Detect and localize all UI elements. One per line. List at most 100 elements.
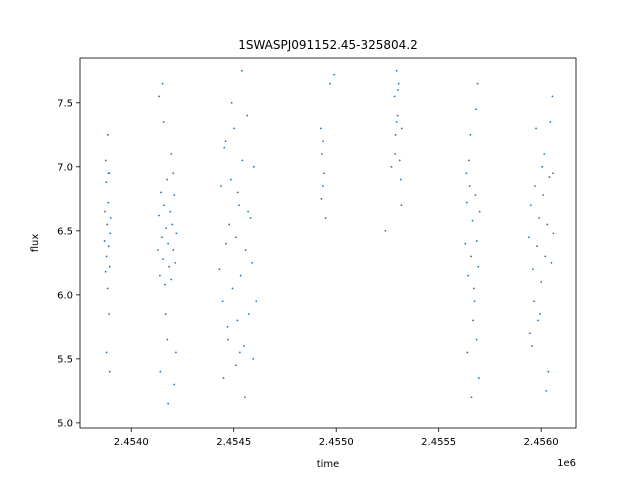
- data-point: [236, 319, 239, 322]
- y-axis-label: flux: [30, 234, 41, 253]
- data-point: [539, 313, 542, 315]
- x-tick-label: 2.4545: [216, 437, 251, 448]
- data-point: [227, 338, 229, 341]
- data-point: [319, 127, 322, 130]
- data-point: [104, 210, 106, 213]
- data-point: [548, 176, 551, 178]
- data-point: [552, 232, 555, 235]
- data-point: [167, 242, 170, 245]
- data-point: [249, 217, 252, 219]
- data-point: [244, 396, 246, 399]
- plot-frame: [79, 57, 577, 429]
- data-point: [474, 194, 477, 196]
- data-point: [170, 153, 173, 155]
- data-point: [108, 313, 110, 315]
- data-point: [164, 313, 167, 315]
- data-point: [321, 185, 324, 187]
- data-point: [225, 242, 227, 245]
- data-point: [540, 281, 543, 283]
- x-axis: 2.4540 2.4545 2.4550 2.4555 2.4560: [114, 428, 559, 448]
- data-point: [105, 255, 108, 258]
- y-tick-label: 6.5: [57, 226, 73, 237]
- data-point: [108, 370, 111, 373]
- data-point: [538, 217, 541, 219]
- data-point: [247, 210, 249, 213]
- data-points: [103, 69, 555, 405]
- data-point: [108, 265, 111, 268]
- data-point: [475, 240, 478, 242]
- data-point: [222, 377, 225, 379]
- data-point: [531, 345, 533, 347]
- data-point: [174, 261, 177, 264]
- data-point: [530, 204, 532, 207]
- data-point: [168, 265, 171, 268]
- data-point: [322, 140, 324, 143]
- data-point: [320, 197, 323, 200]
- data-point: [158, 95, 161, 98]
- data-point: [528, 332, 531, 335]
- data-point: [224, 140, 227, 143]
- data-point: [104, 159, 107, 162]
- chart-title: 1SWASPJ091152.45-325804.2: [238, 38, 418, 52]
- data-point: [167, 402, 170, 405]
- data-point: [397, 89, 399, 91]
- data-point: [324, 217, 327, 219]
- data-point: [161, 236, 163, 239]
- y-tick-label: 5.0: [57, 418, 73, 429]
- x-tick-label: 2.4560: [524, 437, 559, 448]
- data-point: [396, 114, 399, 117]
- data-point: [546, 223, 549, 226]
- x-axis-offset-label: 1e6: [557, 458, 576, 469]
- data-point: [537, 319, 539, 322]
- data-point: [164, 283, 166, 286]
- data-point: [162, 121, 165, 123]
- data-point: [104, 270, 107, 273]
- data-point: [160, 191, 162, 194]
- data-point: [166, 338, 169, 341]
- data-point: [320, 153, 323, 155]
- data-point: [159, 370, 162, 373]
- data-point: [400, 204, 403, 207]
- data-point: [241, 159, 244, 162]
- data-point: [547, 370, 550, 373]
- x-tick-label: 2.4550: [319, 437, 354, 448]
- data-point: [173, 383, 176, 386]
- data-point: [545, 389, 548, 392]
- data-point: [477, 265, 480, 268]
- data-point: [478, 210, 481, 213]
- data-point: [246, 114, 249, 117]
- data-point: [384, 229, 387, 232]
- data-point: [532, 268, 534, 271]
- data-point: [393, 95, 396, 98]
- data-point: [535, 127, 537, 130]
- x-tick-label: 2.4555: [421, 437, 456, 448]
- y-tick-label: 7.0: [57, 162, 73, 173]
- data-point: [161, 82, 164, 85]
- data-point: [473, 287, 475, 290]
- data-point: [468, 159, 470, 162]
- data-point: [541, 165, 544, 168]
- data-point: [239, 274, 242, 277]
- data-point: [465, 201, 468, 204]
- data-point: [549, 121, 552, 123]
- data-point: [238, 351, 241, 354]
- data-point: [234, 236, 237, 239]
- data-point: [476, 82, 479, 85]
- data-point: [173, 194, 176, 196]
- data-point: [169, 210, 172, 213]
- data-point: [469, 133, 472, 136]
- data-point: [464, 242, 467, 245]
- data-point: [550, 261, 553, 264]
- data-point: [159, 274, 161, 277]
- data-point: [231, 287, 234, 290]
- data-point: [323, 172, 325, 175]
- data-point: [400, 127, 403, 130]
- data-point: [247, 313, 250, 315]
- data-point: [109, 217, 112, 219]
- y-tick-label: 5.5: [57, 354, 73, 365]
- data-point: [172, 172, 175, 175]
- x-axis-label: time: [317, 459, 340, 470]
- data-point: [395, 121, 398, 123]
